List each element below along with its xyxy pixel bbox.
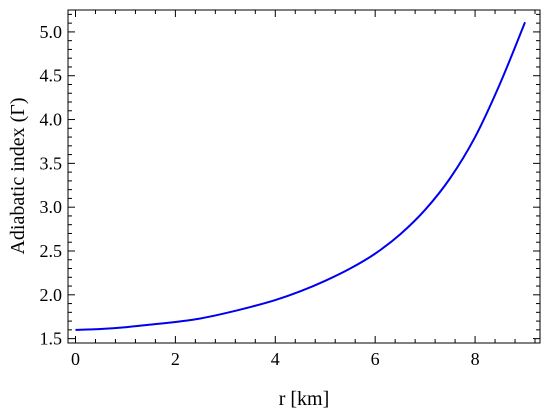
y-tick-labels: 1.5 2.0 2.5 3.0 3.5 4.0 4.5 5.0 (40, 22, 63, 349)
plot-background (68, 10, 540, 343)
series-layer (75, 21, 526, 331)
x-tick-label: 2 (171, 349, 180, 369)
y-axis-label: Adiabatic index (Γ) (7, 97, 29, 254)
y-tick-label: 2.0 (40, 285, 63, 305)
y-tick-label: 1.5 (40, 329, 63, 349)
x-tick-label: 6 (371, 349, 380, 369)
x-tick-labels: 0 2 4 6 8 (71, 349, 480, 369)
y-tick-label: 2.5 (40, 241, 63, 261)
y-tick-label: 3.5 (40, 153, 63, 173)
y-tick-label: 4.5 (40, 66, 63, 86)
x-tick-label: 8 (471, 349, 480, 369)
x-tick-label: 4 (271, 349, 280, 369)
plot-frame (67, 9, 541, 344)
adiabatic-index-curve (75, 21, 526, 331)
axis-ticks (68, 10, 540, 343)
y-tick-label: 4.0 (40, 110, 63, 130)
y-tick-label: 3.0 (40, 197, 63, 217)
x-axis-label: r [km] (279, 388, 330, 410)
x-tick-label: 0 (71, 349, 80, 369)
y-tick-label: 5.0 (40, 22, 63, 42)
